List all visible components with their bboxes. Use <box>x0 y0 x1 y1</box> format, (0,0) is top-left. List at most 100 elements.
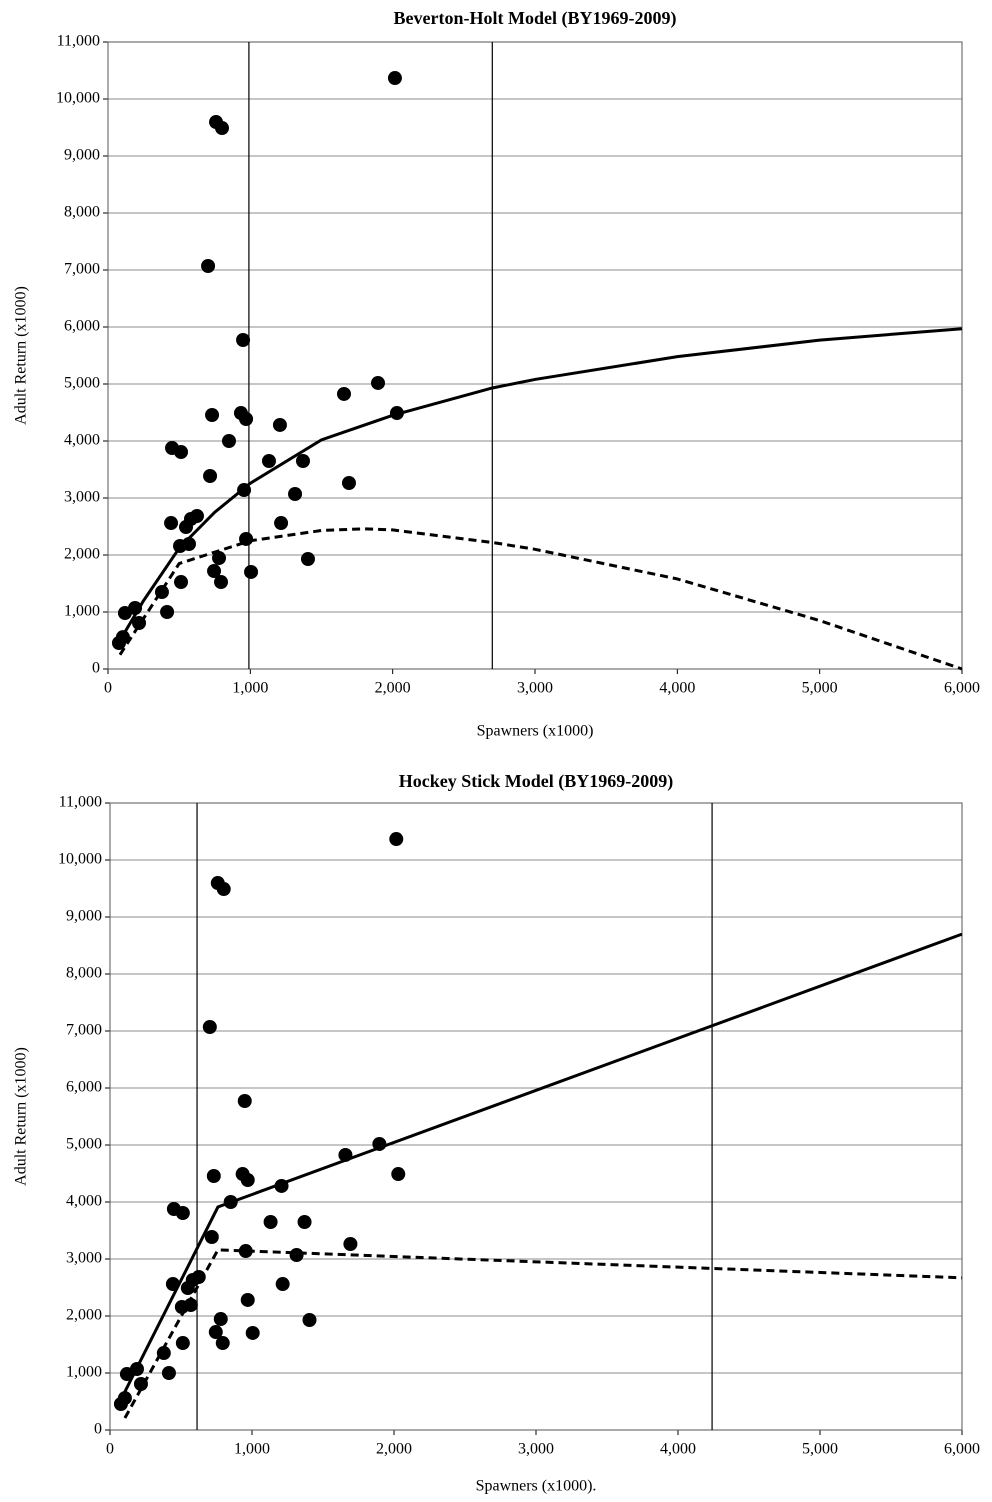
data-point <box>216 882 231 897</box>
data-point <box>213 1312 228 1327</box>
y-tick-label: 11,000 <box>59 794 102 811</box>
data-point <box>175 1206 190 1221</box>
data-point <box>207 564 222 579</box>
data-point <box>223 1195 238 1209</box>
data-point <box>336 386 351 401</box>
y-tick-label: 1,000 <box>64 603 100 620</box>
y-tick-label: 11,000 <box>57 33 100 50</box>
data-point <box>221 434 236 448</box>
data-point <box>204 1229 219 1244</box>
data-point <box>205 408 220 423</box>
data-point <box>154 585 169 600</box>
data-point <box>300 551 315 566</box>
y-tick-label: 4,000 <box>66 1193 102 1210</box>
data-point <box>115 630 130 645</box>
x-axis-label: Spawners (x1000) <box>477 723 594 740</box>
x-tick-label: 6,000 <box>944 1441 980 1458</box>
data-point <box>117 1391 132 1406</box>
y-tick-label: 5,000 <box>66 1136 102 1153</box>
data-point <box>236 332 251 347</box>
data-point <box>133 1377 148 1392</box>
x-tick-label: 6,000 <box>944 680 980 697</box>
y-axis-label: Adult Return (x1000) <box>13 286 30 425</box>
data-point <box>174 445 189 460</box>
data-point <box>132 616 147 631</box>
y-tick-label: 3,000 <box>66 1250 102 1267</box>
y-tick-label: 8,000 <box>66 965 102 982</box>
y-tick-label: 8,000 <box>64 204 100 221</box>
y-tick-label: 0 <box>92 660 100 677</box>
y-tick-label: 3,000 <box>64 489 100 506</box>
x-tick-label: 3,000 <box>518 1441 554 1458</box>
y-tick-label: 10,000 <box>56 90 100 107</box>
data-point <box>302 1312 317 1327</box>
y-tick-label: 5,000 <box>64 375 100 392</box>
plot-frame <box>107 41 963 670</box>
data-point <box>244 564 259 579</box>
y-tick-label: 4,000 <box>64 432 100 449</box>
data-point <box>272 417 287 432</box>
y-tick-label: 10,000 <box>58 851 102 868</box>
data-point <box>129 1362 144 1377</box>
data-point <box>338 1147 353 1162</box>
plot-frame <box>109 802 963 1431</box>
data-point <box>245 1325 260 1340</box>
data-point <box>215 1336 230 1351</box>
data-point <box>391 1167 406 1182</box>
data-point <box>183 1297 198 1312</box>
y-tick-label: 9,000 <box>64 147 100 164</box>
x-tick-label: 3,000 <box>517 680 553 697</box>
data-point <box>128 601 143 616</box>
data-point <box>191 1270 206 1285</box>
data-point <box>237 483 252 498</box>
data-point <box>341 476 356 491</box>
data-point <box>160 605 175 619</box>
data-point <box>238 1244 253 1259</box>
x-tick-label: 4,000 <box>659 680 695 697</box>
model-curve <box>117 932 963 1406</box>
y-tick-label: 0 <box>94 1421 102 1438</box>
data-point <box>203 468 218 483</box>
x-tick-label: 5,000 <box>802 680 838 697</box>
data-point <box>174 575 189 590</box>
y-tick-label: 7,000 <box>64 261 100 278</box>
x-tick-label: 0 <box>106 1441 114 1458</box>
x-tick-label: 1,000 <box>232 680 268 697</box>
data-point <box>372 1136 387 1151</box>
data-point <box>240 1172 255 1187</box>
data-point <box>343 1237 358 1252</box>
data-point <box>389 406 404 421</box>
data-point <box>189 509 204 524</box>
data-point <box>165 1277 180 1292</box>
data-point <box>215 121 230 136</box>
data-point <box>202 1020 217 1035</box>
data-point <box>288 487 303 502</box>
data-point <box>263 1215 278 1230</box>
chart-title: Beverton-Holt Model (BY1969-2009) <box>394 8 677 29</box>
x-tick-label: 2,000 <box>375 680 411 697</box>
data-point <box>156 1346 171 1361</box>
y-tick-label: 6,000 <box>64 318 100 335</box>
y-tick-label: 7,000 <box>66 1022 102 1039</box>
x-tick-label: 0 <box>104 680 112 697</box>
data-point <box>387 71 402 86</box>
data-point <box>239 531 254 546</box>
data-point <box>240 1292 255 1307</box>
data-point <box>206 1169 221 1184</box>
y-tick-label: 2,000 <box>66 1307 102 1324</box>
data-point <box>237 1093 252 1108</box>
x-tick-label: 4,000 <box>660 1441 696 1458</box>
data-point <box>261 454 276 469</box>
y-tick-label: 9,000 <box>66 908 102 925</box>
data-point <box>239 411 254 426</box>
data-point <box>181 536 196 551</box>
data-point <box>297 1215 312 1230</box>
data-point <box>274 516 289 531</box>
data-point <box>201 259 216 274</box>
y-tick-label: 2,000 <box>64 546 100 563</box>
x-tick-label: 5,000 <box>802 1441 838 1458</box>
data-point <box>295 454 310 469</box>
x-tick-label: 2,000 <box>376 1441 412 1458</box>
